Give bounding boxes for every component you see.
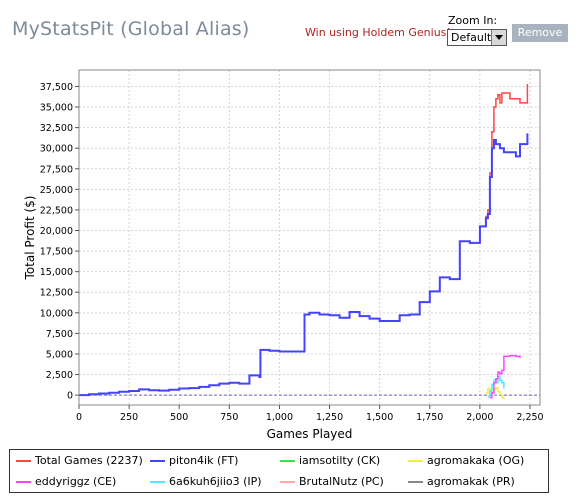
y-tick-label: 35,000 xyxy=(40,103,73,114)
x-tick-label: 1,500 xyxy=(366,412,393,423)
x-tick-label: 0 xyxy=(76,412,82,423)
x-tick-label: 1,000 xyxy=(266,412,293,423)
x-tick-label: 1,750 xyxy=(416,412,443,423)
y-tick-label: 2,500 xyxy=(46,370,73,381)
y-tick-label: 0 xyxy=(67,391,73,402)
series-line-4 xyxy=(489,354,521,399)
series-line-0 xyxy=(79,84,529,396)
y-tick-label: 27,500 xyxy=(40,164,73,175)
legend-item[interactable]: eddyriggz (CE) xyxy=(16,475,116,488)
legend-item[interactable]: piton4ik (FT) xyxy=(150,454,238,467)
chevron-down-icon[interactable] xyxy=(491,30,506,45)
chart-legend: Total Games (2237) piton4ik (FT) iamsotilt… xyxy=(9,449,549,493)
legend-label: eddyriggz (CE) xyxy=(35,475,117,488)
legend-label: piton4ik (FT) xyxy=(169,454,239,467)
zoom-select-value: Default xyxy=(451,31,492,44)
profit-chart: 0 250 500 750 1,000 1,250 1,500 1,750 2,000 2,250… xyxy=(23,69,544,441)
series-line-1 xyxy=(79,133,529,397)
y-tick-label: 30,000 xyxy=(40,144,73,155)
plot-area xyxy=(78,69,541,406)
y-tick-label: 5,000 xyxy=(46,349,73,360)
y-tick-label: 32,500 xyxy=(40,123,73,134)
legend-label: agromakak (PR) xyxy=(427,475,515,488)
y-axis-ticks: 0 2,500 5,000 7,500 10,000 12,500 15,000 17,500… xyxy=(40,82,79,402)
x-tick-label: 250 xyxy=(120,412,138,423)
legend-swatch xyxy=(280,460,295,462)
series-line-3 xyxy=(485,386,505,400)
x-tick-label: 2,250 xyxy=(516,412,543,423)
x-tick-label: 500 xyxy=(170,412,188,423)
y-tick-label: 37,500 xyxy=(40,82,73,93)
legend-item[interactable]: 6a6kuh6jiio3 (IP) xyxy=(150,475,262,488)
legend-item[interactable]: Total Games (2237) xyxy=(16,454,143,467)
legend-item[interactable]: agromakaka (OG) xyxy=(408,454,524,467)
legend-label: iamsotilty (CK) xyxy=(299,454,381,467)
legend-swatch xyxy=(408,481,423,483)
x-axis-label: Games Played xyxy=(267,427,353,441)
legend-swatch xyxy=(150,481,165,483)
legend-item[interactable]: agromakak (PR) xyxy=(408,475,515,488)
x-axis-ticks: 0 250 500 750 1,000 1,250 1,500 1,750 2,000 2,250 xyxy=(76,405,544,423)
x-tick-label: 2,000 xyxy=(466,412,493,423)
y-tick-label: 12,500 xyxy=(40,288,73,299)
holdem-genius-link[interactable]: Win using Holdem Genius! xyxy=(305,26,451,39)
zoom-label: Zoom In: xyxy=(448,14,498,27)
legend-swatch xyxy=(16,481,31,483)
y-tick-label: 10,000 xyxy=(40,308,73,319)
x-tick-label: 1,250 xyxy=(316,412,343,423)
y-tick-label: 25,000 xyxy=(40,185,73,196)
legend-label: BrutalNutz (PC) xyxy=(299,475,384,488)
y-axis-label: Total Profit ($) xyxy=(23,196,37,281)
chart-grid xyxy=(78,70,540,405)
legend-item[interactable]: iamsotilty (CK) xyxy=(280,454,380,467)
legend-swatch xyxy=(408,460,423,462)
y-tick-label: 7,500 xyxy=(46,329,73,340)
legend-label: Total Games (2237) xyxy=(35,454,143,467)
x-tick-label: 750 xyxy=(220,412,238,423)
legend-swatch xyxy=(150,460,165,462)
y-tick-label: 22,500 xyxy=(40,205,73,216)
remove-button[interactable]: Remove xyxy=(512,24,568,42)
legend-swatch xyxy=(280,481,295,483)
page-title: MyStatsPit (Global Alias) xyxy=(12,18,250,40)
y-tick-label: 20,000 xyxy=(40,226,73,237)
chart-series xyxy=(79,84,529,400)
zoom-select[interactable]: Default xyxy=(447,29,507,46)
legend-label: agromakaka (OG) xyxy=(427,454,525,467)
legend-swatch xyxy=(16,460,31,462)
legend-label: 6a6kuh6jiio3 (IP) xyxy=(169,475,262,488)
y-tick-label: 17,500 xyxy=(40,247,73,258)
legend-item[interactable]: BrutalNutz (PC) xyxy=(280,475,384,488)
y-tick-label: 15,000 xyxy=(40,267,73,278)
